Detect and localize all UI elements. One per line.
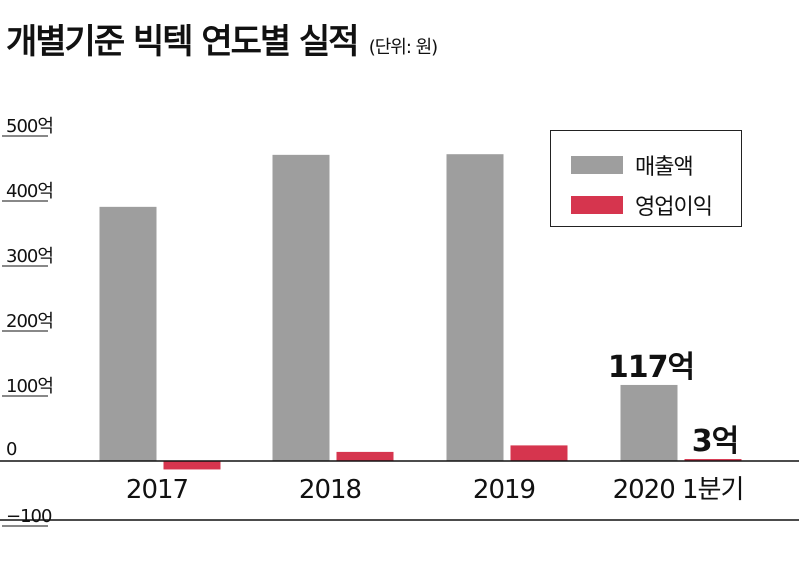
unit-label: (단위: 원)	[368, 37, 439, 58]
bar-operating-profit	[163, 461, 221, 470]
y-tick-label: 200억	[6, 311, 53, 332]
bar-revenue	[620, 384, 678, 461]
legend-swatch-revenue	[571, 156, 623, 174]
x-tick-label: 2018	[299, 475, 361, 505]
chart-title: 개별기준 빅텍 연도별 실적	[6, 22, 360, 62]
data-label: 117억	[608, 350, 694, 385]
y-tick-label: 400억	[6, 181, 53, 202]
x-tick-label: 2019	[473, 475, 535, 505]
x-tick-label: 2017	[126, 475, 188, 505]
legend-item-operating-profit: 영업이익	[571, 189, 713, 221]
y-tick-label: 500억	[6, 116, 53, 137]
bar-operating-profit	[684, 459, 742, 461]
chart-title-block: 개별기준 빅텍 연도별 실적 (단위: 원)	[6, 14, 439, 63]
bar-revenue	[99, 206, 157, 461]
bar-operating-profit	[510, 445, 568, 461]
legend-item-revenue: 매출액	[571, 149, 694, 181]
legend: 매출액 영업이익	[550, 130, 742, 227]
legend-swatch-operating-profit	[571, 196, 623, 214]
y-tick-label: −100	[6, 506, 52, 527]
y-tick-label: 0	[6, 439, 17, 460]
bar-operating-profit	[336, 451, 394, 461]
x-tick-label: 2020 1분기	[613, 475, 744, 505]
legend-label-operating-profit: 영업이익	[635, 195, 713, 220]
data-label: 3억	[692, 424, 738, 459]
legend-label-revenue: 매출액	[635, 155, 694, 180]
bar-revenue	[446, 154, 504, 461]
y-tick-label: 100억	[6, 376, 53, 397]
y-tick-label: 300억	[6, 246, 53, 267]
bar-revenue	[272, 154, 330, 461]
